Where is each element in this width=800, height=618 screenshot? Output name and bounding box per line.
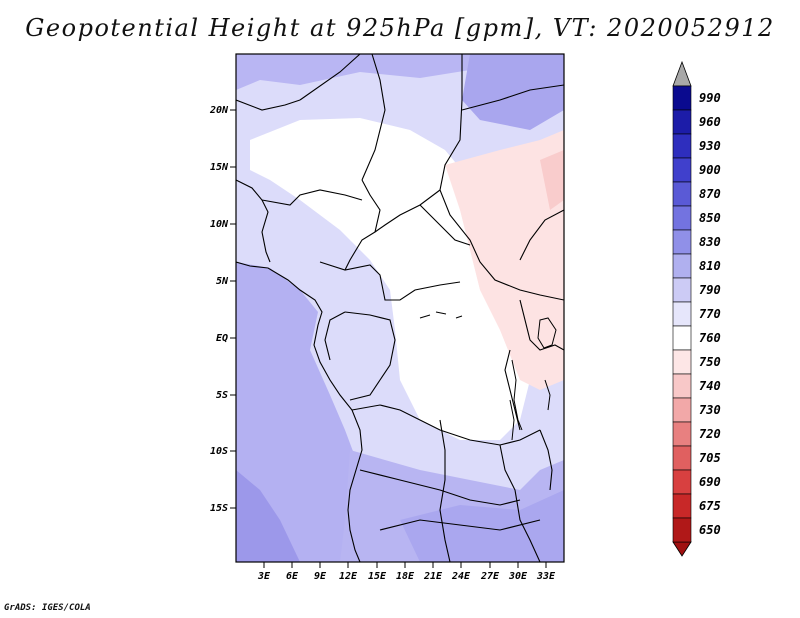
- colorbar: 990 960 930 900 870 850 830 810 790 770 760 750 740 7…: [672, 60, 721, 557]
- map-title: Geopotential Height at 925hPa [gpm], VT:…: [25, 14, 775, 42]
- colorbar-swatch: [672, 517, 692, 543]
- colorbar-swatch: [672, 85, 692, 111]
- north-white-blob: [270, 125, 330, 165]
- colorbar-label: 690: [699, 475, 721, 489]
- colorbar-label: 650: [699, 523, 721, 537]
- grads-credit: GrADS: IGES/COLA: [4, 603, 91, 613]
- colorbar-bottom-arrow: [672, 541, 692, 557]
- deep-low-zone: [236, 470, 300, 562]
- lakes: [419, 311, 557, 441]
- colorbar-label: 750: [699, 355, 721, 369]
- colorbar-label: 730: [699, 403, 721, 417]
- lat-tick-label: 20N: [209, 105, 229, 116]
- colorbar-swatch: [672, 301, 692, 327]
- map-frame: [235, 53, 565, 563]
- colorbar-swatch: [672, 493, 692, 519]
- colorbar-top-arrow: [672, 60, 692, 87]
- map-plot: [236, 54, 564, 562]
- colorbar-swatch: [672, 181, 692, 207]
- lon-tick-label: 33E: [536, 571, 556, 582]
- north-east-zone: [462, 54, 564, 130]
- colorbar-label: 960: [699, 115, 721, 129]
- lon-tick-label: 27E: [480, 571, 500, 582]
- colorbar-label: 930: [699, 139, 721, 153]
- colorbar-label: 990: [699, 91, 721, 105]
- lon-tick-label: 6E: [286, 571, 299, 582]
- east-highest-zone: [540, 150, 564, 210]
- colorbar-swatch: [672, 349, 692, 375]
- colorbar-swatch: [672, 397, 692, 423]
- colorbar-label: 870: [699, 187, 721, 201]
- lat-tick-label: 5S: [216, 390, 228, 401]
- colorbar-label: 790: [699, 283, 721, 297]
- colorbar-swatch: [672, 253, 692, 279]
- colorbar-swatch: [672, 157, 692, 183]
- colorbar-label: 830: [699, 235, 721, 249]
- colorbar-label: 705: [699, 451, 721, 465]
- colorbar-label: 740: [699, 379, 721, 393]
- ocean-height-zone: [236, 262, 360, 562]
- east-high-zone: [445, 130, 564, 390]
- latitude-axis: 20N 15N 10N 5N EQ 5S 10S 15S: [209, 105, 236, 514]
- lon-tick-label: 24E: [451, 571, 471, 582]
- lon-tick-label: 3E: [257, 571, 271, 582]
- colorbar-label: 675: [699, 499, 721, 513]
- south-deep-zone: [400, 490, 564, 562]
- colorbar-swatch: [672, 421, 692, 447]
- colorbar-label: 720: [699, 427, 721, 441]
- colorbar-swatch: [672, 229, 692, 255]
- colorbar-label: 850: [699, 211, 721, 225]
- colorbar-swatch: [672, 205, 692, 231]
- lat-tick-label: 5N: [216, 276, 229, 287]
- colorbar-swatch: [672, 325, 692, 351]
- colorbar-swatch: [672, 373, 692, 399]
- colorbar-swatch: [672, 109, 692, 135]
- lon-tick-label: 18E: [396, 571, 415, 582]
- lon-tick-label: 15E: [368, 571, 387, 582]
- colorbar-swatch: [672, 445, 692, 471]
- colorbar-label: 770: [699, 307, 721, 321]
- lat-tick-label: 15S: [210, 503, 228, 514]
- lat-tick-label: 10N: [210, 219, 229, 230]
- colorbar-label: 900: [699, 163, 721, 177]
- lon-tick-label: 21E: [423, 571, 443, 582]
- colorbar-swatch: [672, 277, 692, 303]
- lon-tick-label: 12E: [339, 571, 358, 582]
- colorbar-label: 810: [699, 259, 721, 273]
- coastlines-borders: [236, 54, 564, 562]
- longitude-axis: 3E 6E 9E 12E 15E 18E 21E 24E 27E 30E 33E: [257, 562, 556, 582]
- lat-tick-label: 15N: [210, 162, 229, 173]
- lon-tick-label: 30E: [508, 571, 528, 582]
- lat-tick-label: EQ: [216, 333, 228, 344]
- colorbar-swatch: [672, 133, 692, 159]
- lat-tick-label: 10S: [210, 446, 228, 457]
- colorbar-label: 760: [699, 331, 721, 345]
- lon-tick-label: 9E: [314, 571, 327, 582]
- colorbar-swatch: [672, 469, 692, 495]
